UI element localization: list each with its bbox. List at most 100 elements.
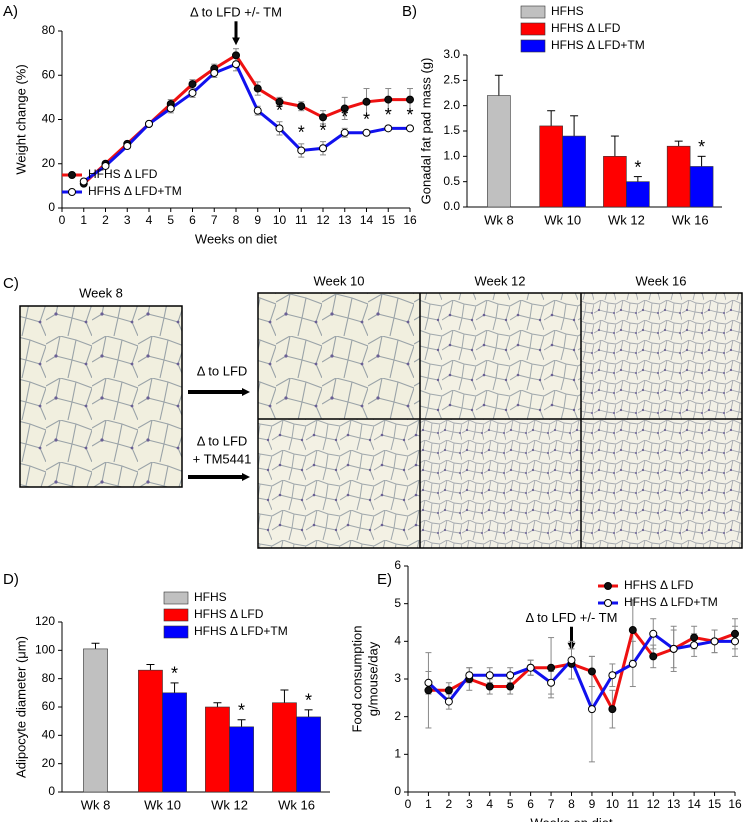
- x-tick-label: 2: [446, 797, 453, 811]
- y-axis-label: Food consumption: [349, 626, 364, 733]
- x-tick-label: 10: [273, 213, 287, 227]
- y-tick-label: 2.0: [443, 98, 460, 112]
- x-tick-label: Wk 8: [484, 212, 514, 227]
- y-tick-label: 5: [394, 596, 401, 610]
- point: [669, 644, 678, 653]
- bar: [205, 706, 230, 793]
- point: [485, 682, 494, 691]
- significance: *: [305, 691, 312, 711]
- point: [232, 51, 240, 60]
- point: [690, 633, 699, 642]
- micrograph: [420, 293, 581, 419]
- column-label: Week 12: [474, 273, 525, 288]
- point: [384, 95, 393, 104]
- y-axis-label: g/mouse/day: [365, 641, 380, 716]
- point: [210, 69, 219, 78]
- y-tick-label: 4: [394, 634, 401, 648]
- legend-label: HFHS Δ LFD: [551, 21, 621, 35]
- x-tick-label: 15: [708, 797, 722, 811]
- micrograph-panel: C) Week 8 Δ to LFD Δ to LFD + TM5441 Wee…: [3, 273, 743, 549]
- y-tick-label: 60: [42, 67, 56, 81]
- error-bar: [237, 719, 246, 727]
- point: [567, 656, 576, 665]
- x-tick-label: 13: [338, 213, 352, 227]
- x-tick-label: 5: [167, 213, 174, 227]
- point: [444, 697, 453, 706]
- legend-marker: [604, 599, 612, 607]
- x-tick-label: 1: [80, 213, 87, 227]
- bar: [562, 135, 586, 208]
- bar: [603, 156, 627, 208]
- point: [649, 652, 658, 661]
- point: [188, 88, 197, 97]
- x-tick-label: 7: [211, 213, 218, 227]
- point: [444, 686, 453, 695]
- bar: [138, 669, 163, 793]
- point: [319, 144, 327, 153]
- bar: [162, 692, 187, 793]
- micrograph: [19, 305, 183, 488]
- point: [506, 682, 515, 691]
- column-label: Week 10: [313, 273, 364, 288]
- x-tick-label: 0: [405, 797, 412, 811]
- y-tick-label: 0: [48, 200, 55, 214]
- bar: [487, 95, 511, 208]
- point: [384, 124, 393, 133]
- legend-swatch: [163, 608, 189, 622]
- y-tick-label: 1.5: [443, 123, 460, 137]
- micrograph: [420, 419, 581, 548]
- treatment-label: Δ to LFD: [197, 433, 248, 448]
- y-tick-label: 0.5: [443, 174, 460, 188]
- significance: *: [634, 157, 641, 177]
- y-tick-label: 2: [394, 709, 401, 723]
- x-tick-label: 15: [382, 213, 396, 227]
- chart-panel: D) 0 20 40 60 80 100 120 Adipocyte diameter (μm)…: [3, 571, 330, 812]
- micrograph-title: Week 8: [79, 285, 123, 300]
- legend-label: HFHS Δ LFD: [88, 167, 158, 181]
- micrograph: [581, 293, 742, 419]
- error-bar: [610, 135, 619, 157]
- point: [710, 637, 719, 646]
- legend-label: HFHS: [551, 4, 584, 18]
- error-bar: [213, 702, 222, 707]
- x-tick-label: 1: [425, 797, 432, 811]
- x-tick-label: 10: [606, 797, 620, 811]
- significance: *: [298, 123, 305, 143]
- y-tick-label: 3.0: [443, 47, 460, 61]
- series-line: [82, 53, 410, 185]
- y-tick-label: 6: [394, 558, 401, 572]
- point: [406, 124, 414, 133]
- y-tick-label: 80: [42, 23, 56, 37]
- legend-label: HFHS Δ LFD+TM: [194, 624, 288, 638]
- x-tick-label: 12: [647, 797, 661, 811]
- point: [731, 629, 739, 638]
- point: [79, 177, 88, 186]
- x-tick-label: 3: [466, 797, 473, 811]
- y-tick-label: 120: [35, 614, 55, 628]
- x-tick-label: 16: [403, 213, 417, 227]
- series-line: [82, 62, 410, 183]
- y-tick-label: 80: [42, 671, 56, 685]
- x-axis-label: Weeks on diet: [195, 231, 278, 246]
- y-axis-label: Weight change (%): [13, 64, 28, 174]
- panel-label: D): [3, 571, 19, 588]
- bar: [666, 145, 691, 208]
- point: [485, 671, 494, 680]
- point: [406, 95, 414, 104]
- point: [340, 104, 349, 113]
- y-tick-label: 40: [42, 728, 56, 742]
- x-tick-label: Wk 12: [608, 212, 645, 227]
- legend-swatch: [163, 591, 189, 605]
- point: [297, 102, 306, 111]
- legend-label: HFHS Δ LFD+TM: [551, 38, 645, 52]
- micrograph: [258, 419, 420, 548]
- y-tick-label: 0: [48, 784, 55, 798]
- x-tick-label: Wk 12: [211, 797, 248, 812]
- x-tick-label: 11: [627, 797, 640, 811]
- x-tick-label: 14: [687, 797, 701, 811]
- point: [275, 97, 284, 106]
- point: [424, 678, 433, 687]
- x-tick-label: Wk 8: [81, 797, 111, 812]
